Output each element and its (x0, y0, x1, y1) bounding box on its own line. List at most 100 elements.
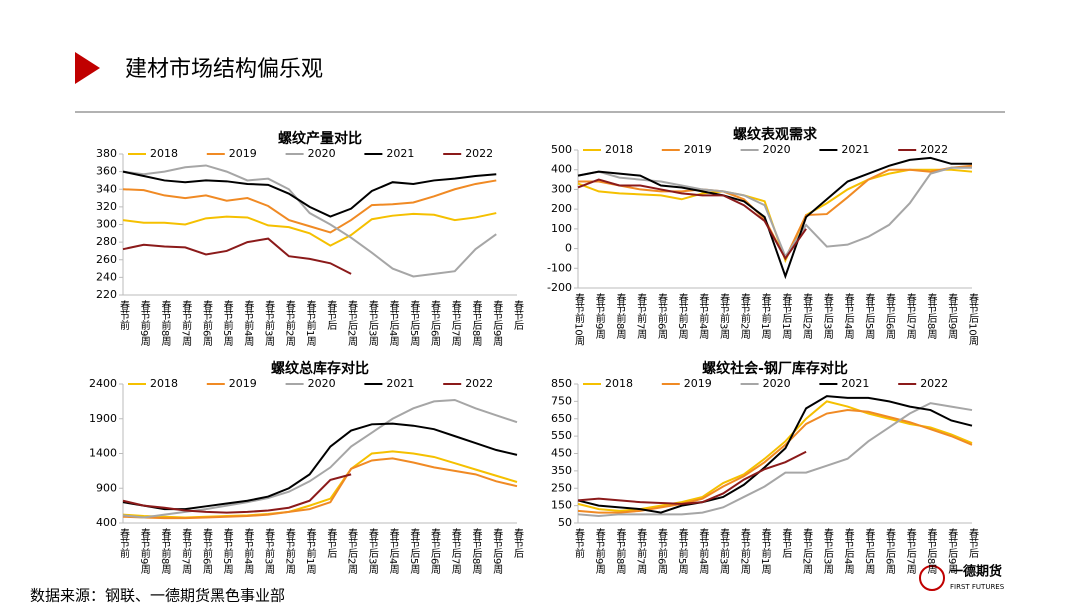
y-tick-label: 1400 (89, 447, 117, 460)
x-tick-label: 春节前2周 (738, 528, 750, 575)
x-tick-label: 春节后6周 (429, 300, 441, 347)
x-tick-label: 春节前3周 (263, 528, 275, 575)
x-tick-label: 春节前9周 (593, 528, 605, 575)
x-tick-label: 春节后9周 (946, 293, 958, 340)
legend-label: 2022 (920, 143, 948, 156)
logo-icon (919, 565, 945, 591)
x-tick-label: 春节后 (325, 528, 337, 559)
x-tick-label: 春节后4周 (387, 528, 399, 575)
y-tick-label: 400 (96, 516, 117, 529)
logo-sub: FIRST FUTURES (950, 583, 1005, 591)
x-tick-label: 春节前5周 (676, 293, 688, 340)
legend-label: 2018 (150, 377, 178, 390)
legend-label: 2019 (684, 377, 712, 390)
series-line (122, 422, 518, 511)
x-tick-label: 春节前2周 (283, 300, 295, 347)
x-tick-label: 春节前1周 (759, 528, 771, 575)
series-line (122, 179, 497, 234)
x-tick-label: 春节前5周 (221, 528, 233, 575)
source: 数据来源：钢联、一德期货黑色事业部 (30, 587, 285, 605)
x-tick-label: 春节前5周 (676, 528, 688, 575)
y-tick-label: 280 (96, 235, 117, 248)
x-tick-label: 春节后 (967, 528, 979, 559)
x-tick-label: 春节前6周 (200, 528, 212, 575)
x-tick-label: 春节前4周 (697, 293, 709, 340)
x-tick-label: 春节前10周 (573, 293, 585, 347)
series-line (577, 450, 807, 505)
x-tick-label: 春节前2周 (738, 293, 750, 340)
x-tick-label: 春节前 (118, 528, 130, 559)
x-tick-label: 春节后7周 (904, 528, 916, 575)
x-tick-label: 春节前 (573, 528, 585, 559)
x-tick-label: 春节后 (325, 300, 337, 331)
y-tick-label: 220 (96, 288, 117, 301)
series-line (577, 402, 973, 518)
x-tick-label: 春节前3周 (718, 528, 730, 575)
x-tick-label: 春节前9周 (138, 528, 150, 575)
x-tick-label: 春节前8周 (159, 300, 171, 347)
x-tick-label: 春节前 (118, 300, 130, 331)
x-tick-label: 春节后8周 (470, 300, 482, 347)
y-tick-label: 50 (558, 516, 572, 529)
x-tick-label: 春节前6周 (655, 528, 667, 575)
y-tick-label: 300 (551, 182, 572, 195)
legend-label: 2020 (763, 143, 791, 156)
y-tick-label: 650 (551, 412, 572, 425)
series-line (122, 237, 352, 275)
y-tick-label: 340 (96, 182, 117, 195)
chart-title: 螺纹社会-钢厂库存对比 (702, 360, 848, 377)
y-tick-label: 450 (551, 447, 572, 460)
y-tick-label: 250 (551, 481, 572, 494)
slide-title: 建材市场结构偏乐观 (125, 57, 323, 82)
series-line (122, 473, 352, 514)
chart-title: 螺纹总库存对比 (271, 360, 369, 377)
x-tick-label: 春节后1周 (780, 293, 792, 340)
y-tick-label: 750 (551, 394, 572, 407)
y-tick-label: 0 (565, 242, 572, 255)
x-tick-label: 春节后8周 (925, 293, 937, 340)
series-line (577, 395, 973, 514)
x-tick-label: 春节前9周 (138, 300, 150, 347)
x-tick-label: 春节后7周 (449, 300, 461, 347)
x-tick-label: 春节后8周 (470, 528, 482, 575)
legend-label: 2021 (841, 377, 869, 390)
x-tick-label: 春节前2周 (283, 528, 295, 575)
legend-label: 2019 (684, 143, 712, 156)
x-tick-label: 春节前8周 (614, 528, 626, 575)
y-tick-label: 900 (96, 481, 117, 494)
legend-label: 2021 (386, 377, 414, 390)
y-tick-label: 2400 (89, 377, 117, 390)
x-tick-label: 春节前7周 (635, 528, 647, 575)
x-tick-label: 春节前4周 (242, 528, 254, 575)
y-tick-label: 300 (96, 218, 117, 231)
x-tick-label: 春节后5周 (408, 300, 420, 347)
x-tick-label: 春节后9周 (491, 528, 503, 575)
legend-label: 2018 (605, 143, 633, 156)
x-tick-label: 春节前1周 (304, 300, 316, 347)
legend-label: 2022 (920, 377, 948, 390)
legend-label: 2021 (386, 147, 414, 160)
x-tick-label: 春节后3周 (821, 528, 833, 575)
x-tick-label: 春节后6周 (884, 528, 896, 575)
legend-label: 2020 (308, 147, 336, 160)
x-tick-label: 春节后3周 (366, 528, 378, 575)
legend-label: 2020 (308, 377, 336, 390)
x-tick-label: 春节后2周 (346, 300, 358, 347)
series-line (122, 170, 497, 218)
y-tick-label: -200 (547, 281, 572, 294)
x-tick-label: 春节前3周 (718, 293, 730, 340)
x-tick-label: 春节后6周 (884, 293, 896, 340)
y-tick-label: 150 (551, 499, 572, 512)
x-tick-label: 春节后4周 (842, 293, 854, 340)
series-line (122, 212, 497, 247)
x-tick-label: 春节前7周 (635, 293, 647, 340)
x-tick-label: 春节后9周 (491, 300, 503, 347)
x-tick-label: 春节前4周 (242, 300, 254, 347)
series-line (577, 166, 972, 259)
legend-label: 2022 (465, 377, 493, 390)
x-tick-label: 春节后2周 (801, 293, 813, 340)
series-line (122, 164, 497, 278)
x-tick-label: 春节前1周 (759, 293, 771, 340)
y-tick-label: 500 (551, 143, 572, 156)
